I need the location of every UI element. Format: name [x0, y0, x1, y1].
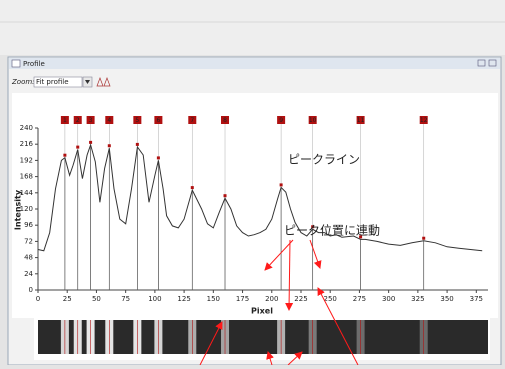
y-tick-label: 216	[20, 140, 34, 148]
peak-label: 12	[420, 117, 428, 124]
peak-label: 3	[89, 117, 93, 124]
x-tick-label: 225	[294, 295, 307, 303]
x-tick-label: 300	[382, 295, 395, 303]
zoom-value: Fit profile	[36, 78, 69, 86]
x-tick-label: 0	[36, 295, 40, 303]
y-tick-label: 168	[20, 173, 33, 181]
peak-marker	[157, 156, 160, 159]
peak-label: 5	[135, 117, 139, 124]
window-title: Profile	[23, 60, 45, 68]
y-axis-title: Intensity	[14, 189, 23, 230]
peak-marker	[422, 237, 425, 240]
peak-label: 2	[76, 117, 80, 124]
x-tick-label: 150	[207, 295, 220, 303]
y-tick-label: 24	[24, 270, 33, 278]
y-tick-label: 96	[24, 221, 33, 229]
x-tick-label: 25	[63, 295, 72, 303]
x-tick-label: 275	[353, 295, 366, 303]
x-axis-title: Pixel	[251, 307, 273, 316]
window-icon	[12, 60, 20, 67]
peak-label: 6	[156, 117, 160, 124]
x-tick-label: 125	[177, 295, 190, 303]
zoom-label: Zoom:	[11, 78, 35, 86]
y-tick-label: 72	[24, 237, 33, 245]
plot-panel	[12, 93, 498, 318]
annotation: ピークライン	[288, 153, 360, 167]
peak-marker	[136, 143, 139, 146]
annotation: ピーク位置に連動	[284, 223, 380, 238]
peak-label: 10	[309, 117, 317, 124]
peak-label: 8	[223, 117, 227, 124]
top-bar	[0, 0, 505, 55]
peak-label: 4	[107, 117, 111, 124]
peak-marker	[76, 146, 79, 149]
y-tick-label: 0	[29, 286, 33, 294]
x-tick-label: 200	[265, 295, 278, 303]
peak-marker	[108, 144, 111, 147]
x-tick-label: 100	[148, 295, 161, 303]
y-tick-label: 240	[20, 124, 33, 132]
y-tick-label: 48	[24, 254, 33, 262]
x-tick-label: 325	[411, 295, 424, 303]
x-tick-label: 350	[440, 295, 453, 303]
y-tick-label: 192	[20, 156, 33, 164]
screen: Profile Zoom: Fit profile 02448729612014…	[0, 0, 505, 365]
peak-label: 9	[279, 117, 283, 124]
peak-label: 11	[357, 117, 365, 124]
peak-marker	[191, 186, 194, 189]
peak-marker	[280, 183, 283, 186]
peak-label: 7	[190, 117, 194, 124]
peak-label: 1	[63, 117, 67, 124]
peak-marker	[224, 194, 227, 197]
x-tick-label: 375	[470, 295, 483, 303]
peak-marker	[63, 154, 66, 157]
x-tick-label: 75	[121, 295, 130, 303]
x-tick-label: 175	[236, 295, 249, 303]
x-tick-label: 50	[92, 295, 101, 303]
title-bar	[9, 58, 500, 69]
